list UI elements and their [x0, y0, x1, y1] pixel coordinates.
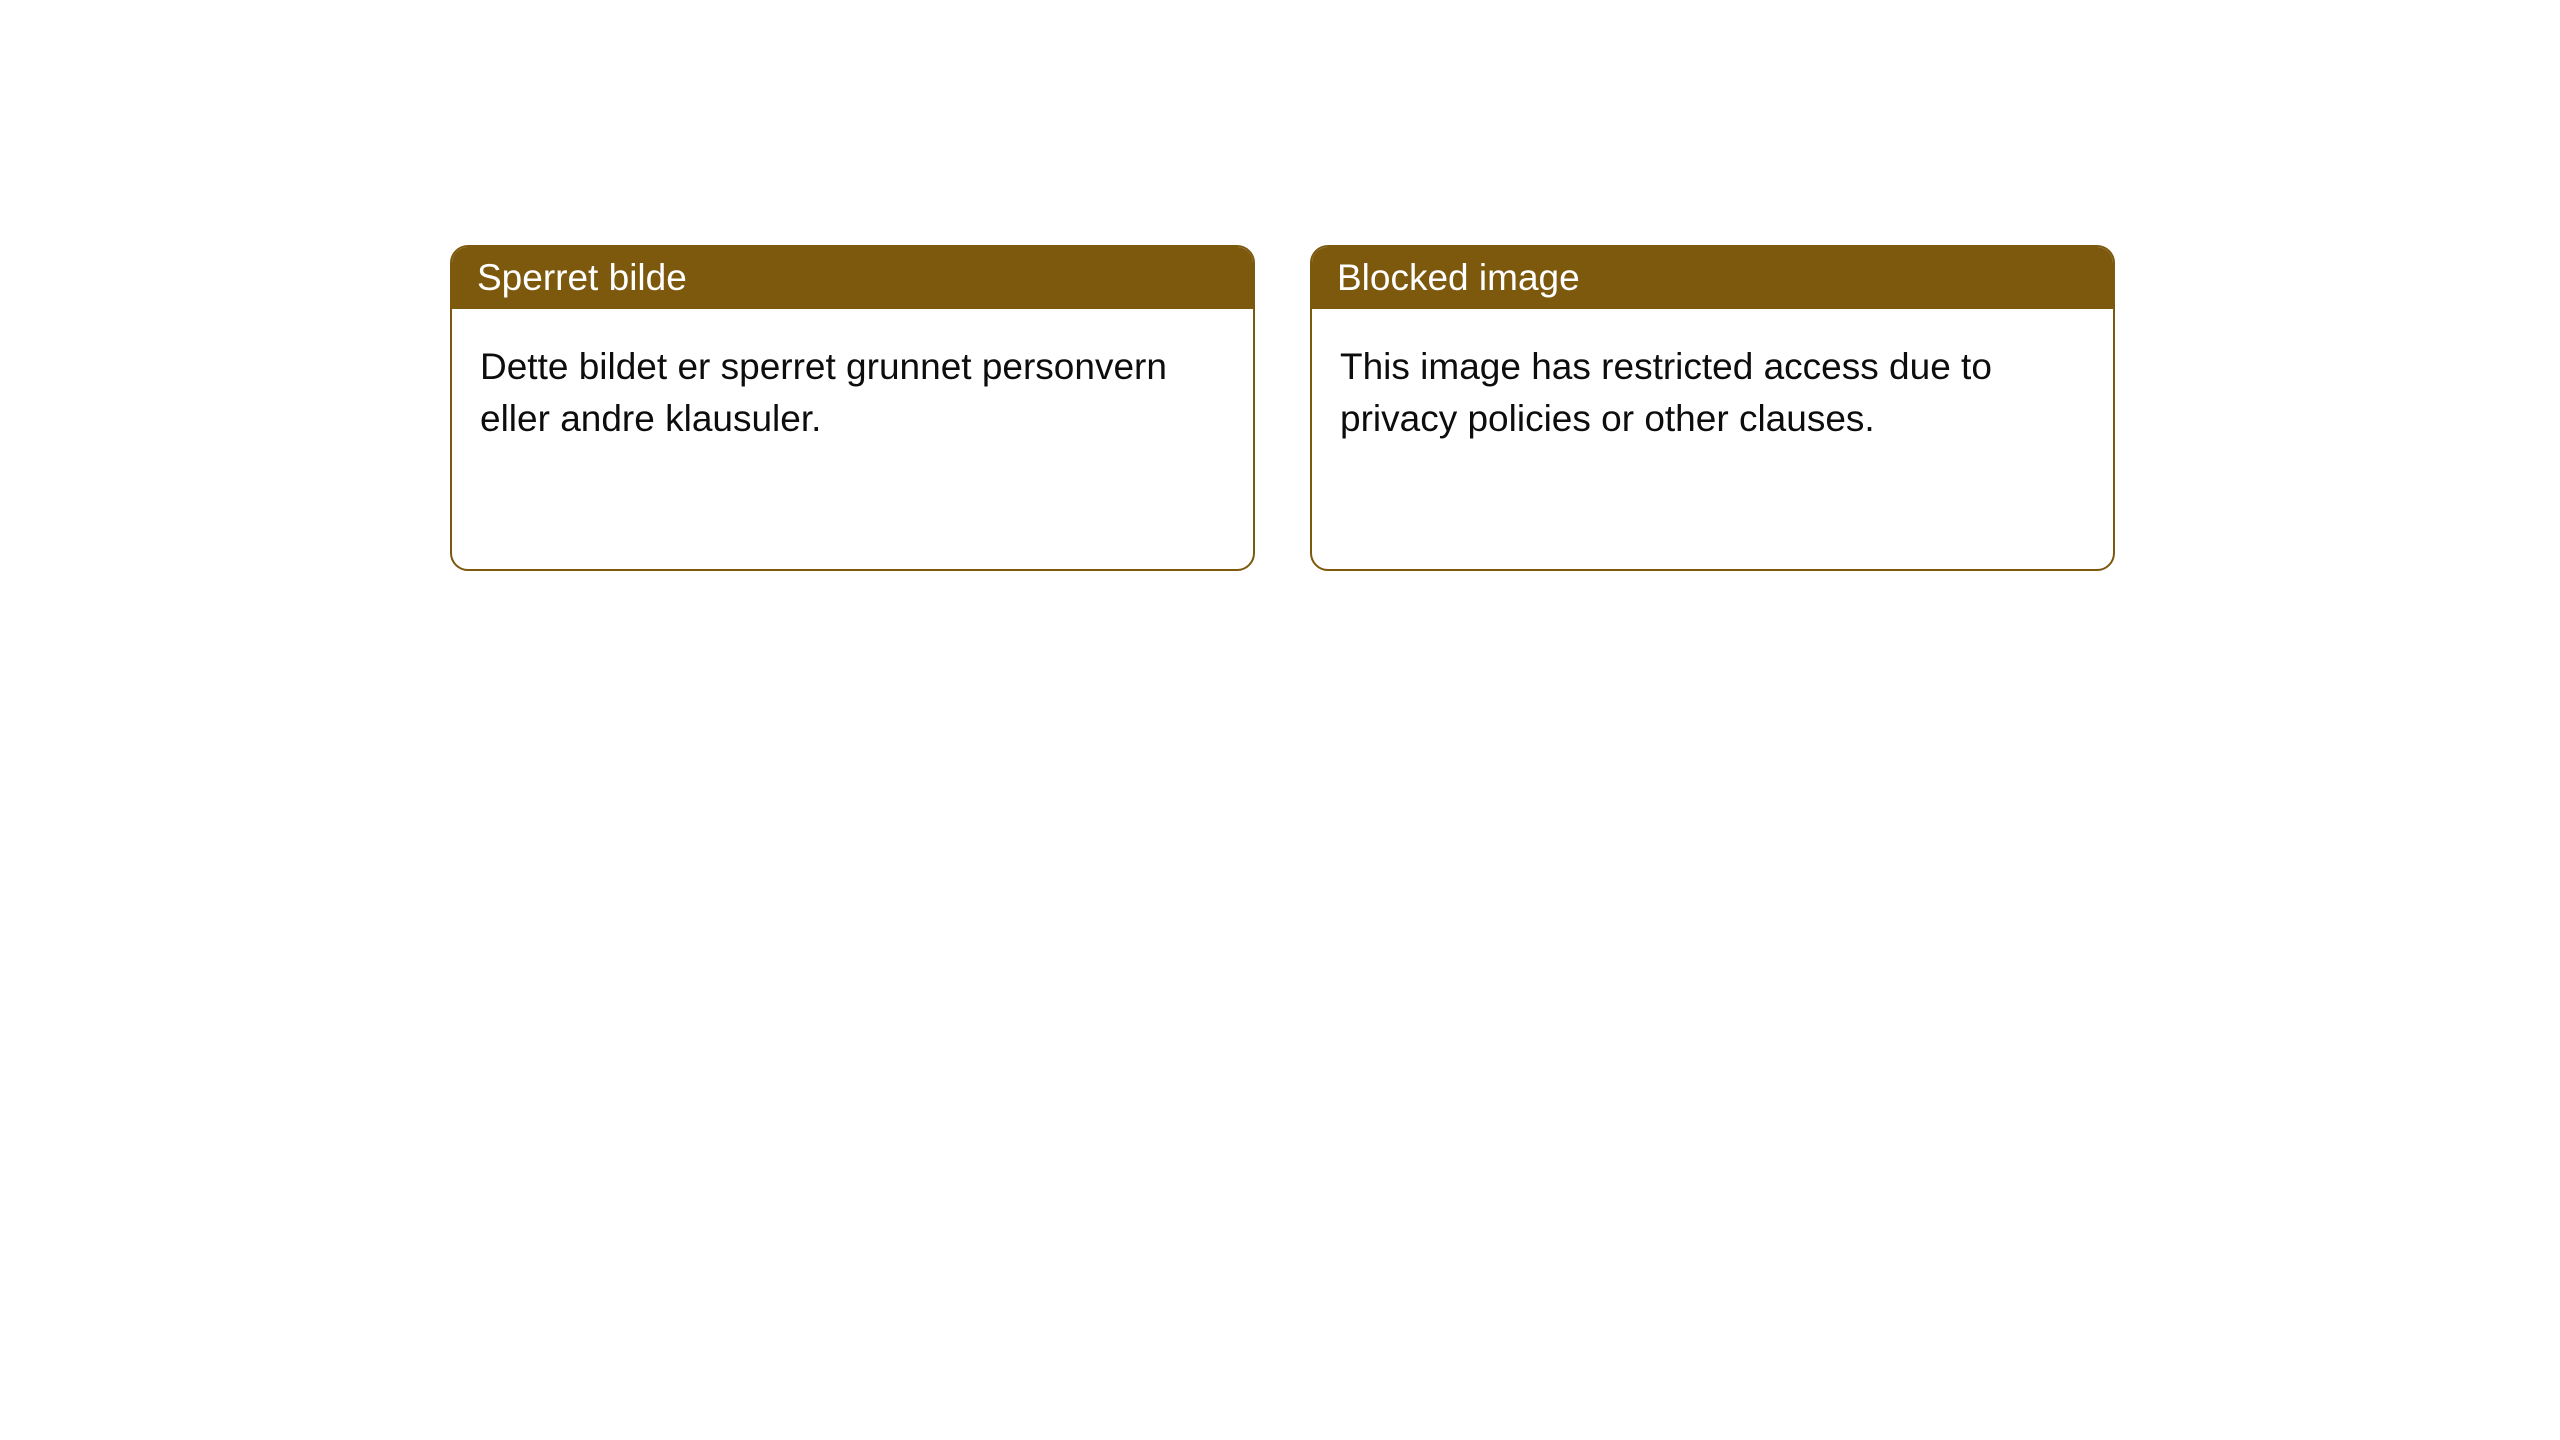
notice-container: Sperret bilde Dette bildet er sperret gr…	[450, 245, 2115, 571]
notice-card-english: Blocked image This image has restricted …	[1310, 245, 2115, 571]
notice-header-norwegian: Sperret bilde	[452, 247, 1253, 309]
notice-card-norwegian: Sperret bilde Dette bildet er sperret gr…	[450, 245, 1255, 571]
notice-body-english: This image has restricted access due to …	[1312, 309, 2113, 569]
notice-body-norwegian: Dette bildet er sperret grunnet personve…	[452, 309, 1253, 569]
notice-header-english: Blocked image	[1312, 247, 2113, 309]
